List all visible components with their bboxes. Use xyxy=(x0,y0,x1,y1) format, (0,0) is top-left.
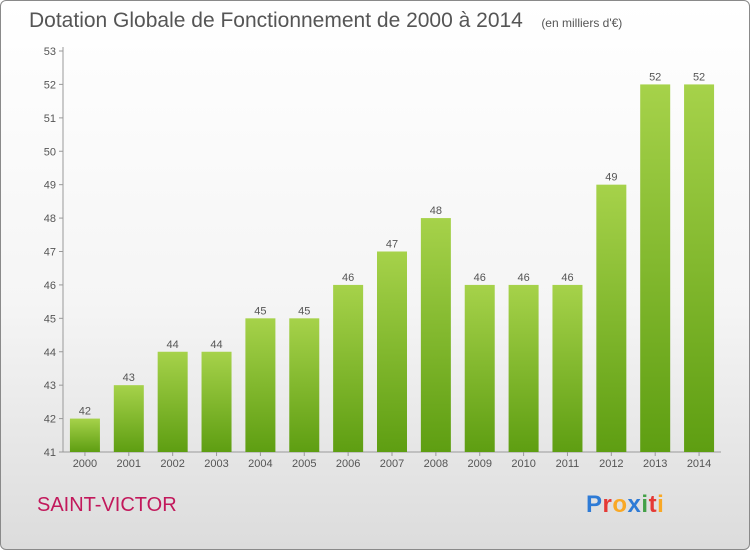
bar xyxy=(684,84,715,453)
bar xyxy=(245,318,276,452)
bar xyxy=(420,218,451,452)
x-tick-label: 2013 xyxy=(643,458,667,470)
bar xyxy=(552,284,583,452)
bar-value-label: 46 xyxy=(342,272,354,284)
logo-letter: i xyxy=(641,491,649,518)
y-tick-label: 41 xyxy=(44,447,56,459)
x-tick-label: 2001 xyxy=(117,458,141,470)
y-tick-label: 47 xyxy=(44,247,56,259)
x-tick-label: 2000 xyxy=(73,458,97,470)
bar xyxy=(201,351,232,452)
logo-letter: x xyxy=(627,491,642,518)
y-tick-label: 44 xyxy=(44,347,56,359)
x-tick-label: 2011 xyxy=(556,458,580,470)
bar-value-label: 44 xyxy=(210,339,222,351)
x-tick-label: 2004 xyxy=(248,458,272,470)
bar xyxy=(69,418,100,452)
bar-value-label: 46 xyxy=(474,272,486,284)
y-tick-label: 53 xyxy=(44,46,56,58)
bar-value-label: 52 xyxy=(693,71,705,83)
bar-value-label: 52 xyxy=(649,71,661,83)
y-tick-label: 45 xyxy=(44,313,56,325)
bar xyxy=(289,318,320,452)
bar-value-label: 46 xyxy=(517,272,529,284)
logo-letter: i xyxy=(657,491,665,518)
bar xyxy=(377,251,407,452)
bar xyxy=(596,184,627,452)
chart-labels: 42 2000 43 2001 44 2002 44 2003 45 2004 45 2005 46 20… xyxy=(73,71,712,470)
bar-value-label: 49 xyxy=(605,172,617,184)
bar xyxy=(333,284,364,452)
bar-value-label: 47 xyxy=(386,239,398,251)
bar xyxy=(157,351,188,452)
y-tick-label: 48 xyxy=(44,213,56,225)
x-tick-label: 2012 xyxy=(599,458,623,470)
proxiti-logo: Proxiti xyxy=(586,491,664,519)
chart-title-block: Dotation Globale de Fonctionnement de 20… xyxy=(29,9,622,33)
bar xyxy=(113,385,144,452)
x-tick-label: 2002 xyxy=(160,458,184,470)
bar-value-label: 46 xyxy=(561,272,573,284)
y-tick-label: 51 xyxy=(44,113,56,125)
bar xyxy=(464,284,495,452)
chart-title: Dotation Globale de Fonctionnement de 20… xyxy=(29,9,523,32)
y-tick-label: 46 xyxy=(44,280,56,292)
bar xyxy=(640,84,671,453)
x-tick-label: 2003 xyxy=(204,458,228,470)
y-tick-label: 52 xyxy=(44,79,56,91)
logo-letter: o xyxy=(612,491,628,518)
logo-letter: P xyxy=(586,491,603,518)
x-tick-label: 2010 xyxy=(511,458,535,470)
y-tick-label: 49 xyxy=(44,180,56,192)
bar-value-label: 45 xyxy=(298,305,310,317)
chart-bars xyxy=(69,84,715,453)
logo-letter: t xyxy=(648,491,658,518)
bar-value-label: 42 xyxy=(79,406,91,418)
bar-value-label: 44 xyxy=(167,339,179,351)
x-tick-label: 2014 xyxy=(687,458,711,470)
logo-letter: r xyxy=(602,491,613,518)
x-tick-label: 2006 xyxy=(336,458,360,470)
chart-unit: (en milliers d'€) xyxy=(541,16,623,30)
y-tick-label: 43 xyxy=(44,380,56,392)
commune-name: SAINT-VICTOR xyxy=(37,494,177,516)
x-tick-label: 2007 xyxy=(380,458,404,470)
y-tick-label: 42 xyxy=(44,414,56,426)
bar-value-label: 43 xyxy=(123,372,135,384)
bar-value-label: 45 xyxy=(254,305,266,317)
x-tick-label: 2008 xyxy=(424,458,448,470)
bar-value-label: 48 xyxy=(430,205,442,217)
bar xyxy=(508,284,539,452)
y-tick-label: 50 xyxy=(44,146,56,158)
x-tick-label: 2005 xyxy=(292,458,316,470)
x-tick-label: 2009 xyxy=(467,458,491,470)
